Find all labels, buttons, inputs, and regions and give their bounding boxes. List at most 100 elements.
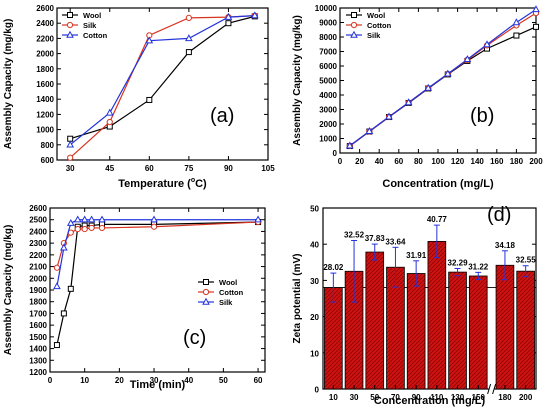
y-tick-label: 1000 bbox=[319, 135, 337, 144]
data-point-wool bbox=[60, 310, 67, 317]
data-point-silk bbox=[67, 154, 74, 161]
y-tick-label: 1200 bbox=[36, 110, 54, 119]
data-point-silk bbox=[53, 282, 61, 290]
y-tick-label: 2100 bbox=[29, 263, 47, 272]
x-tick-label: 30 bbox=[150, 376, 159, 385]
data-point-silk bbox=[60, 243, 68, 251]
bar bbox=[365, 251, 385, 390]
bar bbox=[427, 241, 447, 390]
x-tick-label: 105 bbox=[261, 164, 275, 173]
y-tick-label: 2500 bbox=[29, 216, 47, 225]
x-tick-label: 140 bbox=[471, 157, 485, 166]
x-tick-label: 180 bbox=[510, 157, 524, 166]
y-tick-label: 2400 bbox=[36, 19, 54, 28]
y-tick-label: 8000 bbox=[319, 33, 337, 42]
y-tick-label: 40 bbox=[310, 241, 319, 250]
y-tick-label: 1900 bbox=[29, 286, 47, 295]
data-point-wool bbox=[533, 23, 539, 30]
bar bbox=[324, 287, 343, 390]
data-label: 28.02 bbox=[323, 263, 344, 272]
legend-marker bbox=[202, 288, 210, 296]
data-point-silk bbox=[443, 69, 452, 77]
legend-marker bbox=[202, 297, 210, 305]
legend-label: Silk bbox=[367, 31, 381, 40]
legend-label: Wool bbox=[219, 278, 237, 287]
data-point-cotton bbox=[150, 223, 158, 230]
x-tick-label: 70 bbox=[391, 393, 400, 402]
axis-break-mark bbox=[487, 383, 492, 395]
data-point-silk bbox=[185, 14, 192, 21]
y-axis-label: Assembly Capacity (mg/kg) bbox=[292, 15, 303, 146]
data-point-cotton bbox=[53, 264, 61, 271]
x-axis-label-degree: o bbox=[191, 177, 195, 184]
x-tick-label: 90 bbox=[412, 393, 421, 402]
y-tick-label: 9000 bbox=[319, 19, 337, 28]
data-point-silk bbox=[532, 5, 540, 13]
x-tick-label: 40 bbox=[184, 376, 193, 385]
x-tick-label: 30 bbox=[350, 393, 359, 402]
series-line-wool bbox=[349, 26, 537, 147]
bar bbox=[468, 275, 488, 390]
panel-a: 30 45 60 75 90 105 600 800 1000 1200 1400 1600 1800 2… bbox=[3, 4, 275, 190]
y-tick-label: 2600 bbox=[36, 4, 54, 13]
x-tick-label: 40 bbox=[375, 157, 384, 166]
x-tick-label: 120 bbox=[451, 157, 465, 166]
data-point-silk bbox=[106, 118, 113, 126]
data-point-silk bbox=[404, 98, 413, 106]
data-label: 40.77 bbox=[427, 215, 448, 224]
y-tick-label: 2300 bbox=[29, 239, 47, 248]
x-tick-label: 10 bbox=[80, 376, 89, 385]
legend-marker bbox=[350, 21, 358, 29]
y-axis-label: Assembly Capacity (mg/kg) bbox=[3, 225, 14, 356]
y-tick-label: 2200 bbox=[29, 251, 47, 260]
y-tick-label: 800 bbox=[41, 141, 55, 150]
data-point-cotton bbox=[105, 108, 114, 116]
data-point-cotton bbox=[88, 224, 95, 232]
data-point-silk bbox=[463, 55, 472, 63]
y-tick-label: 1400 bbox=[29, 345, 47, 354]
data-point-cotton bbox=[250, 11, 259, 19]
y-tick-label: 1000 bbox=[36, 126, 54, 135]
y-tick-label: 1600 bbox=[29, 321, 47, 330]
data-point-silk bbox=[66, 218, 75, 226]
data-point-wool bbox=[185, 49, 192, 56]
data-label: 34.18 bbox=[495, 241, 516, 250]
y-tick-label: 4000 bbox=[319, 91, 337, 100]
data-point-wool bbox=[513, 32, 520, 39]
x-tick-label: 130 bbox=[451, 393, 465, 402]
y-tick-label: 0 bbox=[315, 386, 320, 395]
y-tick-label: 5000 bbox=[319, 77, 337, 86]
y-tick-label: 2000 bbox=[36, 50, 54, 59]
data-label: 31.22 bbox=[468, 262, 489, 271]
y-tick-label: 1300 bbox=[29, 356, 47, 365]
y-tick-label: 2000 bbox=[29, 274, 47, 283]
y-tick-label: 20 bbox=[310, 313, 319, 322]
legend-marker bbox=[66, 30, 74, 38]
legend-marker bbox=[203, 279, 209, 285]
data-point-silk bbox=[150, 215, 158, 223]
x-tick-label: 60 bbox=[394, 157, 403, 166]
legend-marker bbox=[351, 12, 357, 18]
x-tick-label: 50 bbox=[370, 393, 379, 402]
data-point-silk bbox=[87, 215, 96, 223]
data-label: 37.83 bbox=[365, 234, 386, 243]
data-point-wool bbox=[67, 135, 74, 142]
y-tick-label: 2200 bbox=[36, 34, 54, 43]
data-point-cotton bbox=[145, 36, 154, 44]
x-tick-label: 90 bbox=[224, 164, 233, 173]
y-tick-label: 0 bbox=[333, 149, 338, 158]
legend-label: Silk bbox=[83, 21, 97, 30]
legend-label: Wool bbox=[83, 11, 101, 20]
legend-label: Silk bbox=[219, 298, 233, 307]
y-tick-label: 1800 bbox=[36, 65, 54, 74]
data-point-silk bbox=[512, 18, 521, 26]
data-point-silk bbox=[385, 112, 393, 120]
series-line-cotton bbox=[69, 15, 255, 146]
x-tick-label: 20 bbox=[115, 376, 124, 385]
data-point-wool bbox=[146, 96, 153, 103]
data-point-silk bbox=[483, 40, 491, 48]
x-tick-label: 160 bbox=[490, 157, 504, 166]
y-tick-label: 2000 bbox=[319, 120, 337, 129]
